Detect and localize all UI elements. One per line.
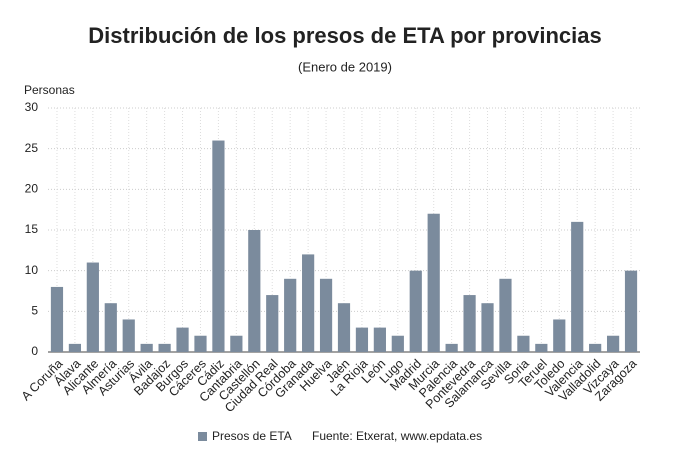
- y-tick-label: 0: [31, 344, 38, 358]
- y-tick-label: 20: [25, 182, 39, 196]
- bar: [248, 230, 261, 352]
- legend-swatch: [198, 432, 207, 441]
- bar: [176, 327, 189, 352]
- y-tick-label: 25: [25, 141, 39, 155]
- y-axis-label: Personas: [24, 83, 75, 97]
- bar: [445, 343, 458, 352]
- bar: [266, 295, 279, 352]
- bar: [373, 327, 386, 352]
- bar: [194, 335, 207, 352]
- bar: [535, 343, 548, 352]
- bar: [158, 343, 171, 352]
- bar: [68, 343, 82, 352]
- bar: [553, 319, 566, 352]
- bar: [499, 278, 512, 352]
- bar: [284, 278, 297, 352]
- bar: [355, 327, 369, 352]
- bar: [427, 213, 440, 352]
- y-tick-label: 10: [25, 263, 39, 277]
- bar: [140, 343, 153, 352]
- bar: [481, 303, 494, 352]
- y-tick-label: 15: [25, 222, 39, 236]
- bar: [517, 335, 530, 352]
- bar: [230, 335, 243, 352]
- bar: [409, 270, 422, 352]
- bar: [391, 335, 404, 352]
- chart-subtitle: (Enero de 2019): [298, 59, 392, 74]
- bar: [463, 295, 476, 352]
- bar: [86, 262, 99, 352]
- bar: [319, 278, 333, 352]
- y-tick-label: 5: [31, 304, 38, 318]
- bar: [624, 270, 638, 352]
- bar: [589, 343, 602, 352]
- bar: [104, 303, 117, 352]
- source: Fuente: Etxerat, www.epdata.es: [312, 429, 482, 443]
- bar: [50, 286, 64, 352]
- bar: [302, 254, 315, 352]
- bar: [571, 221, 584, 352]
- legend-label: Presos de ETA: [212, 429, 292, 443]
- bar: [122, 319, 135, 352]
- y-tick-label: 30: [25, 100, 39, 114]
- bar: [606, 335, 620, 352]
- bar: [212, 140, 225, 352]
- bar: [337, 303, 351, 352]
- chart-title: Distribución de los presos de ETA por pr…: [88, 23, 601, 48]
